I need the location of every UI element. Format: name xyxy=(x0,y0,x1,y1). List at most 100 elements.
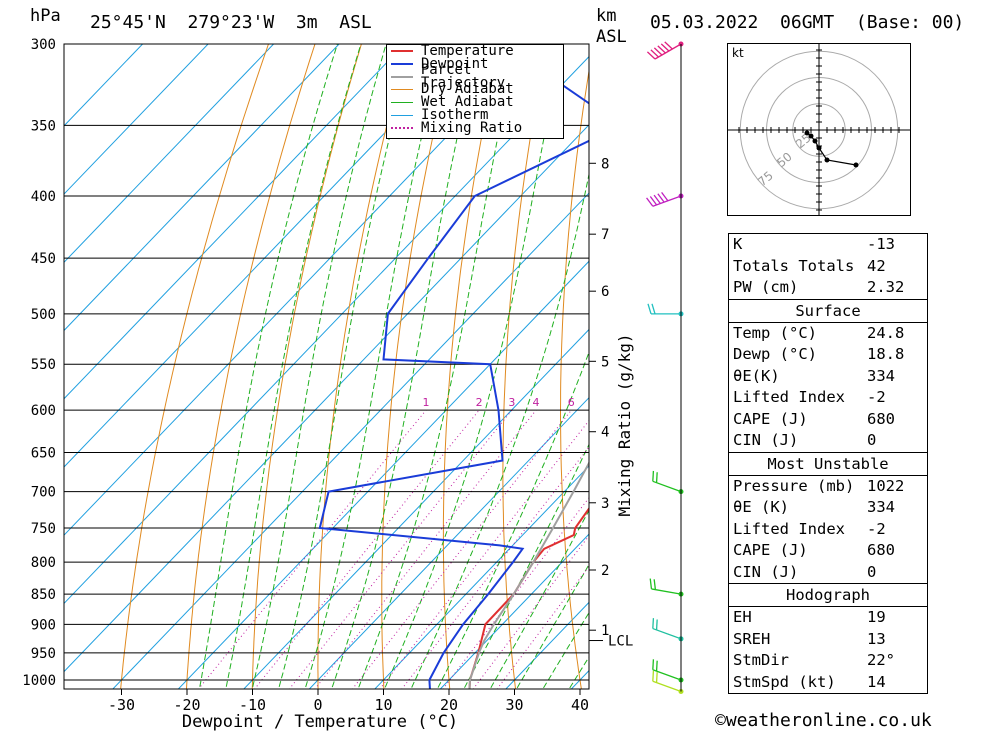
most-unstable-title: Most Unstable xyxy=(729,451,927,476)
x-tick-label: 0 xyxy=(313,696,322,714)
series-parcel-trajectory xyxy=(468,460,589,689)
wet-adiabat-line xyxy=(542,611,589,689)
wind-barb xyxy=(646,191,684,207)
dry-adiabat-line xyxy=(251,44,362,689)
plot-frame xyxy=(63,43,590,690)
hodo-row: StmSpd (kt) 14 xyxy=(733,672,886,691)
pressure-tick-label: 500 xyxy=(31,307,56,323)
dry-adiabat-line xyxy=(317,44,409,689)
wet-adiabat-line xyxy=(515,563,589,689)
surface-title: Surface xyxy=(729,298,927,323)
pressure-tick-label: 1000 xyxy=(22,673,56,689)
hodo-row: StmDir 22° xyxy=(733,651,895,669)
hodo-point xyxy=(808,133,814,139)
mixing-ratio-value: 25 xyxy=(700,396,714,409)
isotherm-line xyxy=(177,260,589,689)
mixing-ratio-line xyxy=(253,409,480,689)
mixing-ratio-value: 20 xyxy=(678,396,692,409)
x-tick-label: -30 xyxy=(108,696,135,714)
legend-swatch xyxy=(391,63,413,66)
km-tick-label: 1 xyxy=(601,623,609,639)
wind-barb xyxy=(652,618,684,642)
isobars: 300 350 400 450 500 550 600 650 700 750 800 850 900 9… xyxy=(22,37,589,689)
hodo-point xyxy=(812,138,818,144)
isotherm-line xyxy=(112,192,589,689)
pressure-tick-label: 750 xyxy=(31,521,56,537)
isotherm-line xyxy=(439,533,589,689)
hodo-row: SREH 13 xyxy=(733,629,886,648)
mixing-ratio-line xyxy=(401,446,589,689)
hodo-point xyxy=(816,145,822,151)
surface-row: CAPE (J) 680 xyxy=(733,409,895,428)
wind-barb xyxy=(646,41,684,60)
x-tick-label: 40 xyxy=(571,696,589,714)
wind-barb xyxy=(647,303,684,317)
km-tick-label: 3 xyxy=(601,496,609,512)
km-tick-label: 5 xyxy=(601,354,609,370)
km-tick-label: 8 xyxy=(601,156,609,172)
mixing-ratio-value: 4 xyxy=(533,396,540,409)
isotherm-line xyxy=(64,44,274,264)
surface-row: Temp (°C) 24.8 xyxy=(733,323,905,342)
isotherm-line xyxy=(64,44,536,536)
legend-swatch xyxy=(391,102,413,104)
legend-item-mixing-ratio: Mixing Ratio xyxy=(387,121,563,135)
km-tick-label: 6 xyxy=(601,284,609,300)
wind-barb xyxy=(652,470,684,495)
hodo-point xyxy=(824,157,830,163)
row-pw: PW (cm) 2.32 xyxy=(733,278,905,296)
dry-adiabat-line xyxy=(560,68,589,689)
lcl-label: LCL xyxy=(608,634,633,650)
wet-adiabat-line xyxy=(251,44,387,689)
x-tick-label: 10 xyxy=(374,696,392,714)
pressure-tick-label: 850 xyxy=(31,587,56,603)
datetime-title: 05.03.2022 06GMT (Base: 00) xyxy=(650,12,965,33)
skewt-diagram: 1 2 3 4 6 8 10 15 20 25 3003504004505005506006507… xyxy=(22,37,714,732)
series-dewpoint xyxy=(318,44,589,689)
hodograph-unit-label: kt xyxy=(732,46,744,60)
dry-adiabat-line xyxy=(185,44,316,689)
wind-barb xyxy=(652,670,684,694)
x-tick-label: -10 xyxy=(239,696,266,714)
km-unit-label: km xyxy=(596,6,617,26)
isotherm-line xyxy=(243,328,589,689)
mixing-ratio-value: 3 xyxy=(508,396,515,409)
legend-item-wet-adiabat: Wet Adiabat xyxy=(387,95,563,109)
asl-label: ASL xyxy=(596,27,627,47)
mu-row: Lifted Index -2 xyxy=(733,519,886,538)
mixing-ratio-line xyxy=(351,409,572,689)
pressure-tick-label: 900 xyxy=(31,617,56,633)
hodo-row: EH 19 xyxy=(733,608,886,626)
isotherm-line xyxy=(64,44,471,468)
wet-adiabat-line xyxy=(463,443,589,689)
wet-adiabat-line xyxy=(357,44,518,689)
legend-swatch xyxy=(391,114,413,116)
wet-adiabat-line xyxy=(225,44,362,689)
dry-adiabat-line xyxy=(442,44,502,689)
x-tick-label: 30 xyxy=(505,696,523,714)
legend-swatch xyxy=(391,127,413,130)
pressure-tick-label: 650 xyxy=(31,445,56,461)
surface-row: Dewp (°C) 18.8 xyxy=(733,345,905,363)
surface-row: CIN (J) 0 xyxy=(733,431,877,449)
legend-swatch xyxy=(391,75,413,78)
legend: Temperature Dewpoint Parcel Trajectory D… xyxy=(386,44,564,139)
km-tick-label: 7 xyxy=(601,227,609,243)
mixing-ratio-line xyxy=(288,409,513,689)
isotherm-line xyxy=(64,44,209,195)
pressure-tick-label: 450 xyxy=(31,251,56,267)
pressure-tick-label: 300 xyxy=(31,37,56,53)
legend-item-dry-adiabat: Dry Adiabat xyxy=(387,83,563,96)
indices-table: K -13 Totals Totals 42 PW (cm) 2.32 Surface… xyxy=(728,233,928,694)
wet-adiabat-line xyxy=(383,44,563,689)
mixing-ratio-line xyxy=(379,419,589,689)
hodo-point xyxy=(853,162,859,168)
background-lines: 1 2 3 4 6 8 10 15 20 25 xyxy=(64,44,714,689)
pressure-tick-label: 950 xyxy=(31,646,56,662)
mu-row: CAPE (J) 680 xyxy=(733,541,895,559)
surface-row: Lifted Index -2 xyxy=(733,388,886,406)
km-tick-label: 2 xyxy=(601,563,609,579)
pressure-tick-label: 550 xyxy=(31,357,56,373)
pressure-tick-label: 600 xyxy=(31,403,56,419)
